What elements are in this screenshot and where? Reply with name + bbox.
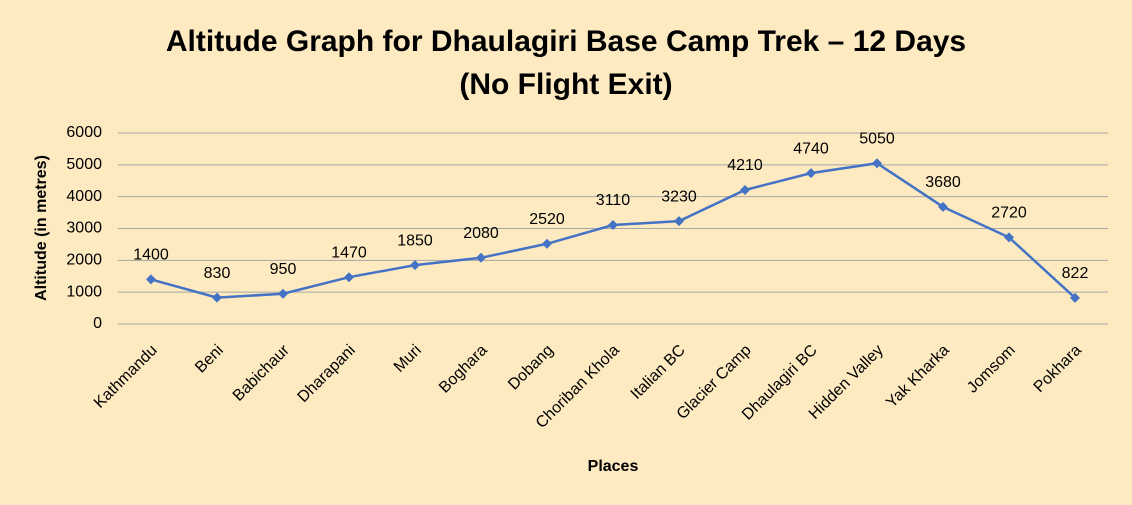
y-tick-label: 1000 [66, 283, 102, 300]
data-label: 950 [270, 261, 297, 278]
data-label: 2520 [529, 211, 565, 228]
x-tick-label: Babichaur [230, 341, 293, 404]
marker [476, 252, 486, 263]
x-tick-label: Pokhara [1031, 342, 1085, 396]
x-tick-label: Italian BC [628, 342, 689, 403]
marker [344, 272, 354, 283]
marker [608, 219, 618, 230]
x-tick-label: Dobang [505, 342, 557, 394]
marker [146, 274, 156, 285]
data-label: 822 [1062, 265, 1089, 282]
data-label: 3680 [925, 174, 961, 191]
marker [806, 168, 816, 179]
x-tick-label: Boghara [436, 342, 491, 397]
marker [410, 260, 420, 271]
x-tick-label: Yak Kharka [883, 342, 953, 412]
marker [212, 292, 222, 303]
data-label: 3110 [596, 192, 631, 209]
data-label: 2720 [991, 205, 1027, 222]
x-tick-label: Beni [192, 342, 227, 377]
marker [1004, 232, 1014, 243]
marker [674, 216, 684, 227]
data-label: 1470 [331, 244, 367, 261]
marker [542, 238, 552, 249]
x-tick-label: Kathmandu [91, 342, 161, 412]
y-tick-label: 2000 [66, 252, 102, 269]
chart-title: Altitude Graph for Dhaulagiri Base Camp … [166, 25, 966, 58]
y-tick-label: 6000 [66, 124, 102, 141]
marker [872, 158, 882, 169]
x-tick-label: Muri [391, 342, 425, 376]
data-label: 2080 [463, 225, 499, 242]
marker [278, 288, 288, 299]
data-label: 3230 [661, 188, 697, 205]
x-axis-title: Places [588, 458, 639, 475]
y-tick-label: 3000 [66, 220, 102, 237]
data-label: 1400 [133, 247, 169, 264]
data-label: 4740 [793, 140, 829, 157]
x-tick-label: Jomsom [964, 342, 1019, 397]
data-label: 4210 [727, 157, 763, 174]
data-label: 830 [204, 265, 231, 282]
marker [938, 201, 948, 212]
y-tick-label: 4000 [66, 188, 102, 205]
data-label: 1850 [397, 232, 433, 249]
y-tick-label: 0 [93, 315, 102, 332]
y-axis-title: Altitude (in metres) [33, 155, 50, 301]
x-tick-label: Dharapani [295, 342, 359, 406]
marker [740, 184, 750, 195]
marker [1070, 292, 1080, 303]
chart-title: (No Flight Exit) [459, 68, 672, 101]
y-tick-label: 5000 [66, 156, 102, 173]
data-label: 5050 [859, 130, 895, 147]
